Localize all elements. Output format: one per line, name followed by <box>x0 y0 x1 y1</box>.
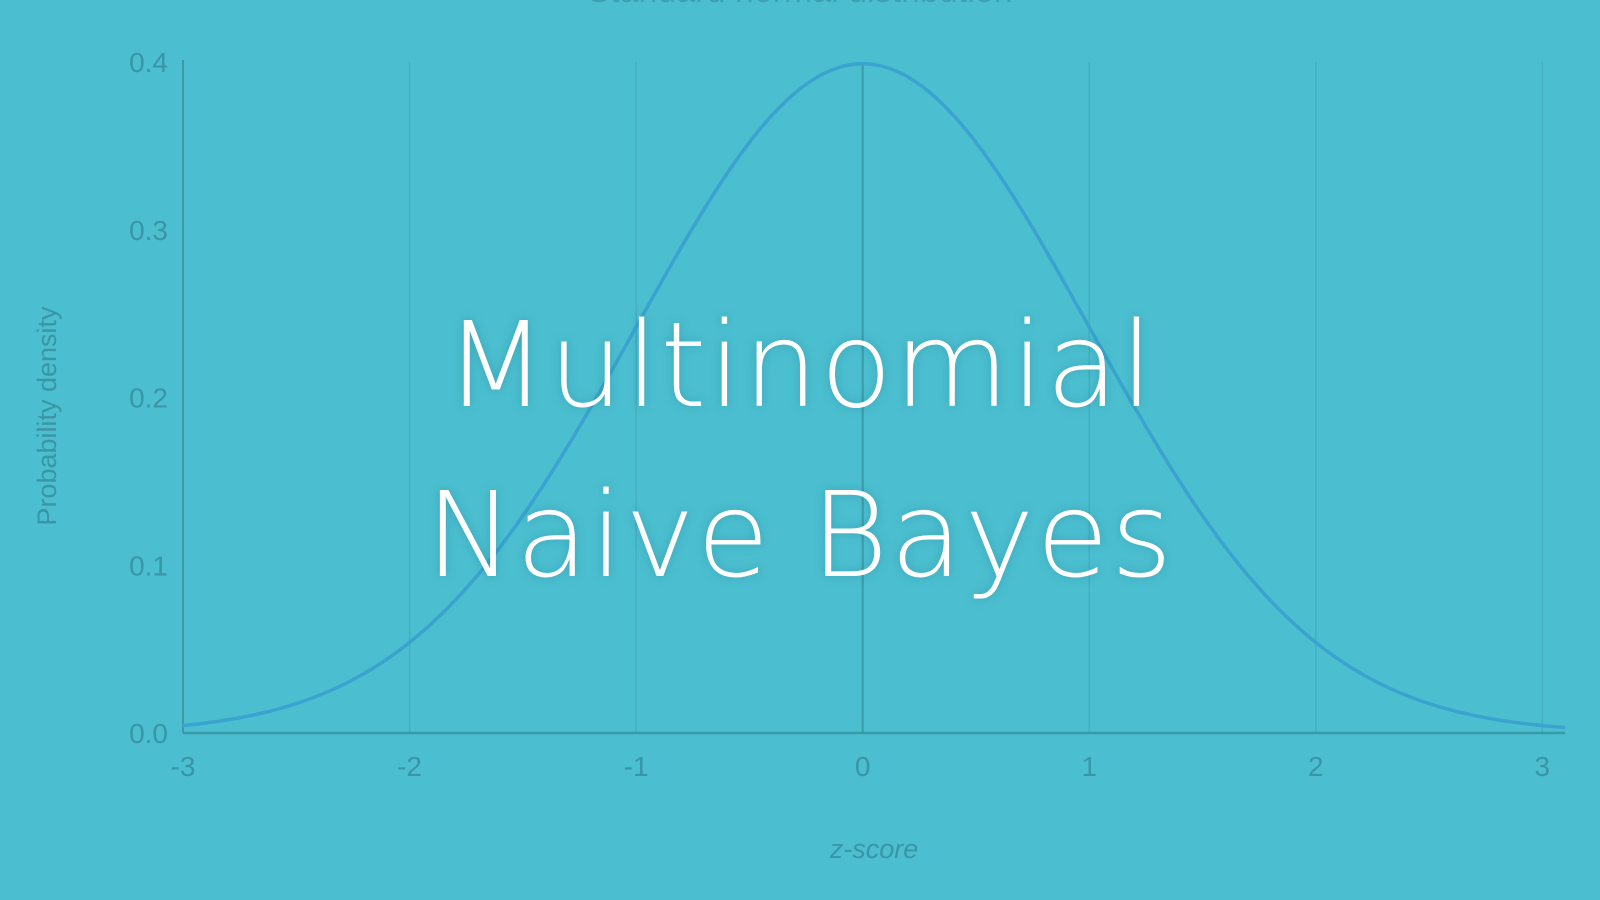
grid-lines <box>408 62 1544 733</box>
y-tick-label: 0.2 <box>129 383 168 414</box>
y-tick-label: 0.4 <box>129 47 168 78</box>
overlay-title-line-2: Naive Bayes <box>425 466 1175 604</box>
y-tick-label: 0.0 <box>129 718 168 749</box>
x-tick-label: 0 <box>855 751 871 782</box>
x-tick-label: 3 <box>1535 751 1551 782</box>
overlay-title: Multinomial Naive Bayes <box>0 280 1600 620</box>
x-tick-label: -2 <box>397 751 422 782</box>
y-axis-title: Probability density <box>32 306 62 526</box>
x-tick-label: 1 <box>1081 751 1097 782</box>
axes <box>182 60 1565 735</box>
x-tick-labels: -3 -2 -1 0 1 2 3 <box>171 751 1551 782</box>
x-tick-label: 2 <box>1308 751 1324 782</box>
overlay-title-line-1: Multinomial <box>444 296 1156 434</box>
density-curve <box>182 62 1566 730</box>
y-tick-labels: 0.0 0.1 0.2 0.3 0.4 <box>129 47 168 749</box>
series-layer <box>182 62 1566 730</box>
chart-title: Standard normal distribution <box>587 0 1012 10</box>
y-tick-label: 0.3 <box>129 215 168 246</box>
x-axis-title: z-score <box>829 834 919 864</box>
y-tick-label: 0.1 <box>129 550 168 581</box>
x-tick-label: -1 <box>624 751 649 782</box>
x-tick-label: -3 <box>171 751 196 782</box>
